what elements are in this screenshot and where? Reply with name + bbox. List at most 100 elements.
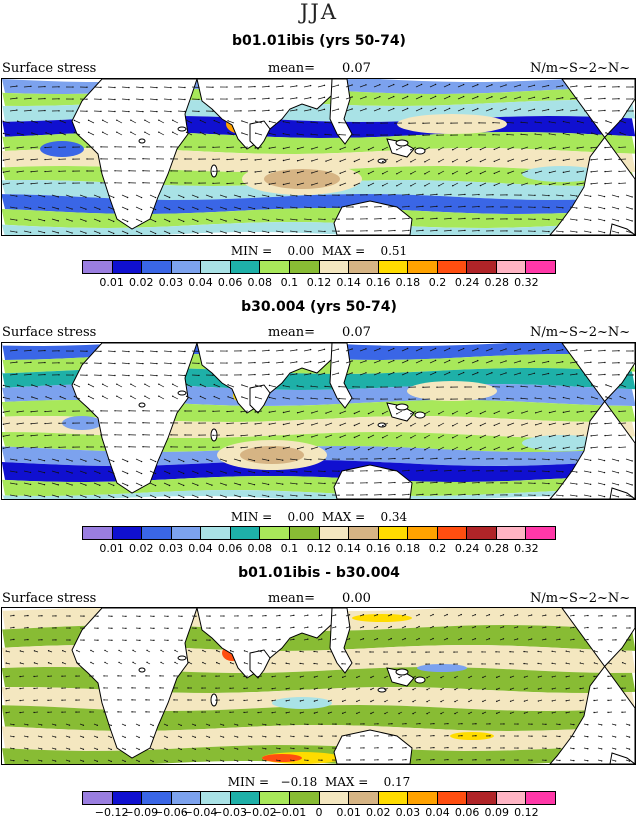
stress-vector	[3, 385, 11, 388]
vector-head	[576, 171, 578, 173]
stress-vector	[102, 131, 109, 136]
vector-head	[352, 230, 354, 232]
vector-head	[241, 120, 243, 122]
vector-head	[55, 639, 57, 641]
vector-head	[507, 448, 509, 450]
stress-vector	[494, 434, 501, 438]
stress-vector	[368, 410, 375, 414]
vector-head	[225, 496, 227, 498]
stress-vector	[513, 96, 521, 100]
vector-head	[215, 699, 217, 701]
stress-vector	[144, 119, 151, 124]
vector-head	[97, 639, 99, 641]
vector-head	[267, 219, 270, 222]
vector-head	[468, 712, 470, 715]
vector-head	[478, 217, 480, 220]
vector-head	[324, 133, 326, 136]
vector-head	[356, 676, 358, 679]
stress-vector	[555, 373, 563, 376]
vector-head	[479, 172, 482, 175]
vector-head	[58, 110, 60, 112]
colorbar-swatch	[467, 527, 497, 539]
stress-vector	[415, 230, 423, 232]
stress-vector	[255, 422, 263, 425]
stress-vector	[429, 206, 437, 208]
vector-head	[54, 748, 57, 750]
vector-head	[86, 110, 88, 112]
stress-vector	[149, 194, 156, 198]
stress-vector	[354, 170, 361, 174]
stress-vector	[60, 396, 67, 400]
stress-vector	[3, 410, 11, 413]
vector-head	[617, 484, 620, 486]
vector-head	[57, 232, 59, 234]
stress-vector	[172, 131, 179, 136]
vector-head	[212, 410, 214, 413]
stress-vector	[485, 96, 493, 100]
stress-vector	[241, 396, 249, 400]
stress-vector	[569, 85, 577, 88]
vector-head	[576, 120, 579, 123]
vector-head	[492, 470, 494, 472]
vector-head	[618, 110, 620, 112]
colorbar-tick-label: 0	[315, 806, 323, 819]
vector-head	[254, 97, 256, 100]
stress-vector	[452, 422, 459, 427]
vector-head	[156, 86, 158, 89]
stress-vector	[275, 85, 283, 88]
vector-head	[520, 133, 522, 135]
vector-head	[90, 661, 92, 664]
stress-vector	[429, 458, 437, 460]
colorbar-swatch	[496, 792, 527, 804]
vector-head	[45, 132, 47, 134]
stress-vector	[191, 218, 198, 222]
vector-head	[27, 638, 29, 641]
vector-head	[96, 748, 99, 751]
vector-head	[338, 482, 340, 484]
stress-vector	[424, 158, 431, 163]
stress-vector	[23, 230, 31, 233]
stress-vector	[457, 372, 464, 376]
stress-vector	[415, 218, 423, 220]
vector-head	[170, 362, 172, 365]
stress-vector	[65, 194, 73, 198]
stress-vector	[31, 170, 39, 173]
vector-head	[465, 172, 468, 175]
vector-head	[509, 712, 512, 714]
vector-head	[229, 662, 232, 664]
vector-head	[603, 471, 606, 474]
stress-vector	[340, 182, 347, 186]
vector-head	[285, 662, 287, 664]
vector-head	[548, 206, 550, 209]
colorbar-tick-label: 0.18	[395, 542, 421, 555]
stress-vector	[424, 410, 431, 415]
stress-vector	[527, 96, 535, 100]
stress-vector	[443, 96, 450, 100]
vector-head	[440, 688, 442, 691]
vector-head	[100, 446, 102, 448]
vector-head	[408, 386, 410, 388]
stress-vector	[541, 361, 549, 364]
vector-head	[159, 675, 161, 677]
colorbar-swatch	[496, 527, 527, 539]
colorbar-swatch	[112, 261, 143, 273]
vector-head	[215, 711, 217, 713]
vector-head	[460, 613, 462, 616]
vector-head	[226, 362, 228, 364]
stress-vector	[541, 218, 549, 220]
vector-head	[519, 84, 521, 86]
stress-vector	[549, 446, 557, 449]
vector-head	[313, 700, 316, 702]
vector-head	[534, 385, 536, 387]
vector-head	[126, 496, 129, 499]
vector-head	[307, 626, 309, 628]
vector-head	[464, 205, 466, 208]
vector-head	[152, 724, 154, 727]
stress-vector	[88, 384, 95, 388]
stress-vector	[149, 482, 156, 486]
stress-vector	[457, 494, 465, 496]
island	[395, 139, 409, 147]
vector-head	[307, 735, 309, 738]
vector-head	[440, 700, 442, 703]
vector-head	[229, 711, 231, 714]
